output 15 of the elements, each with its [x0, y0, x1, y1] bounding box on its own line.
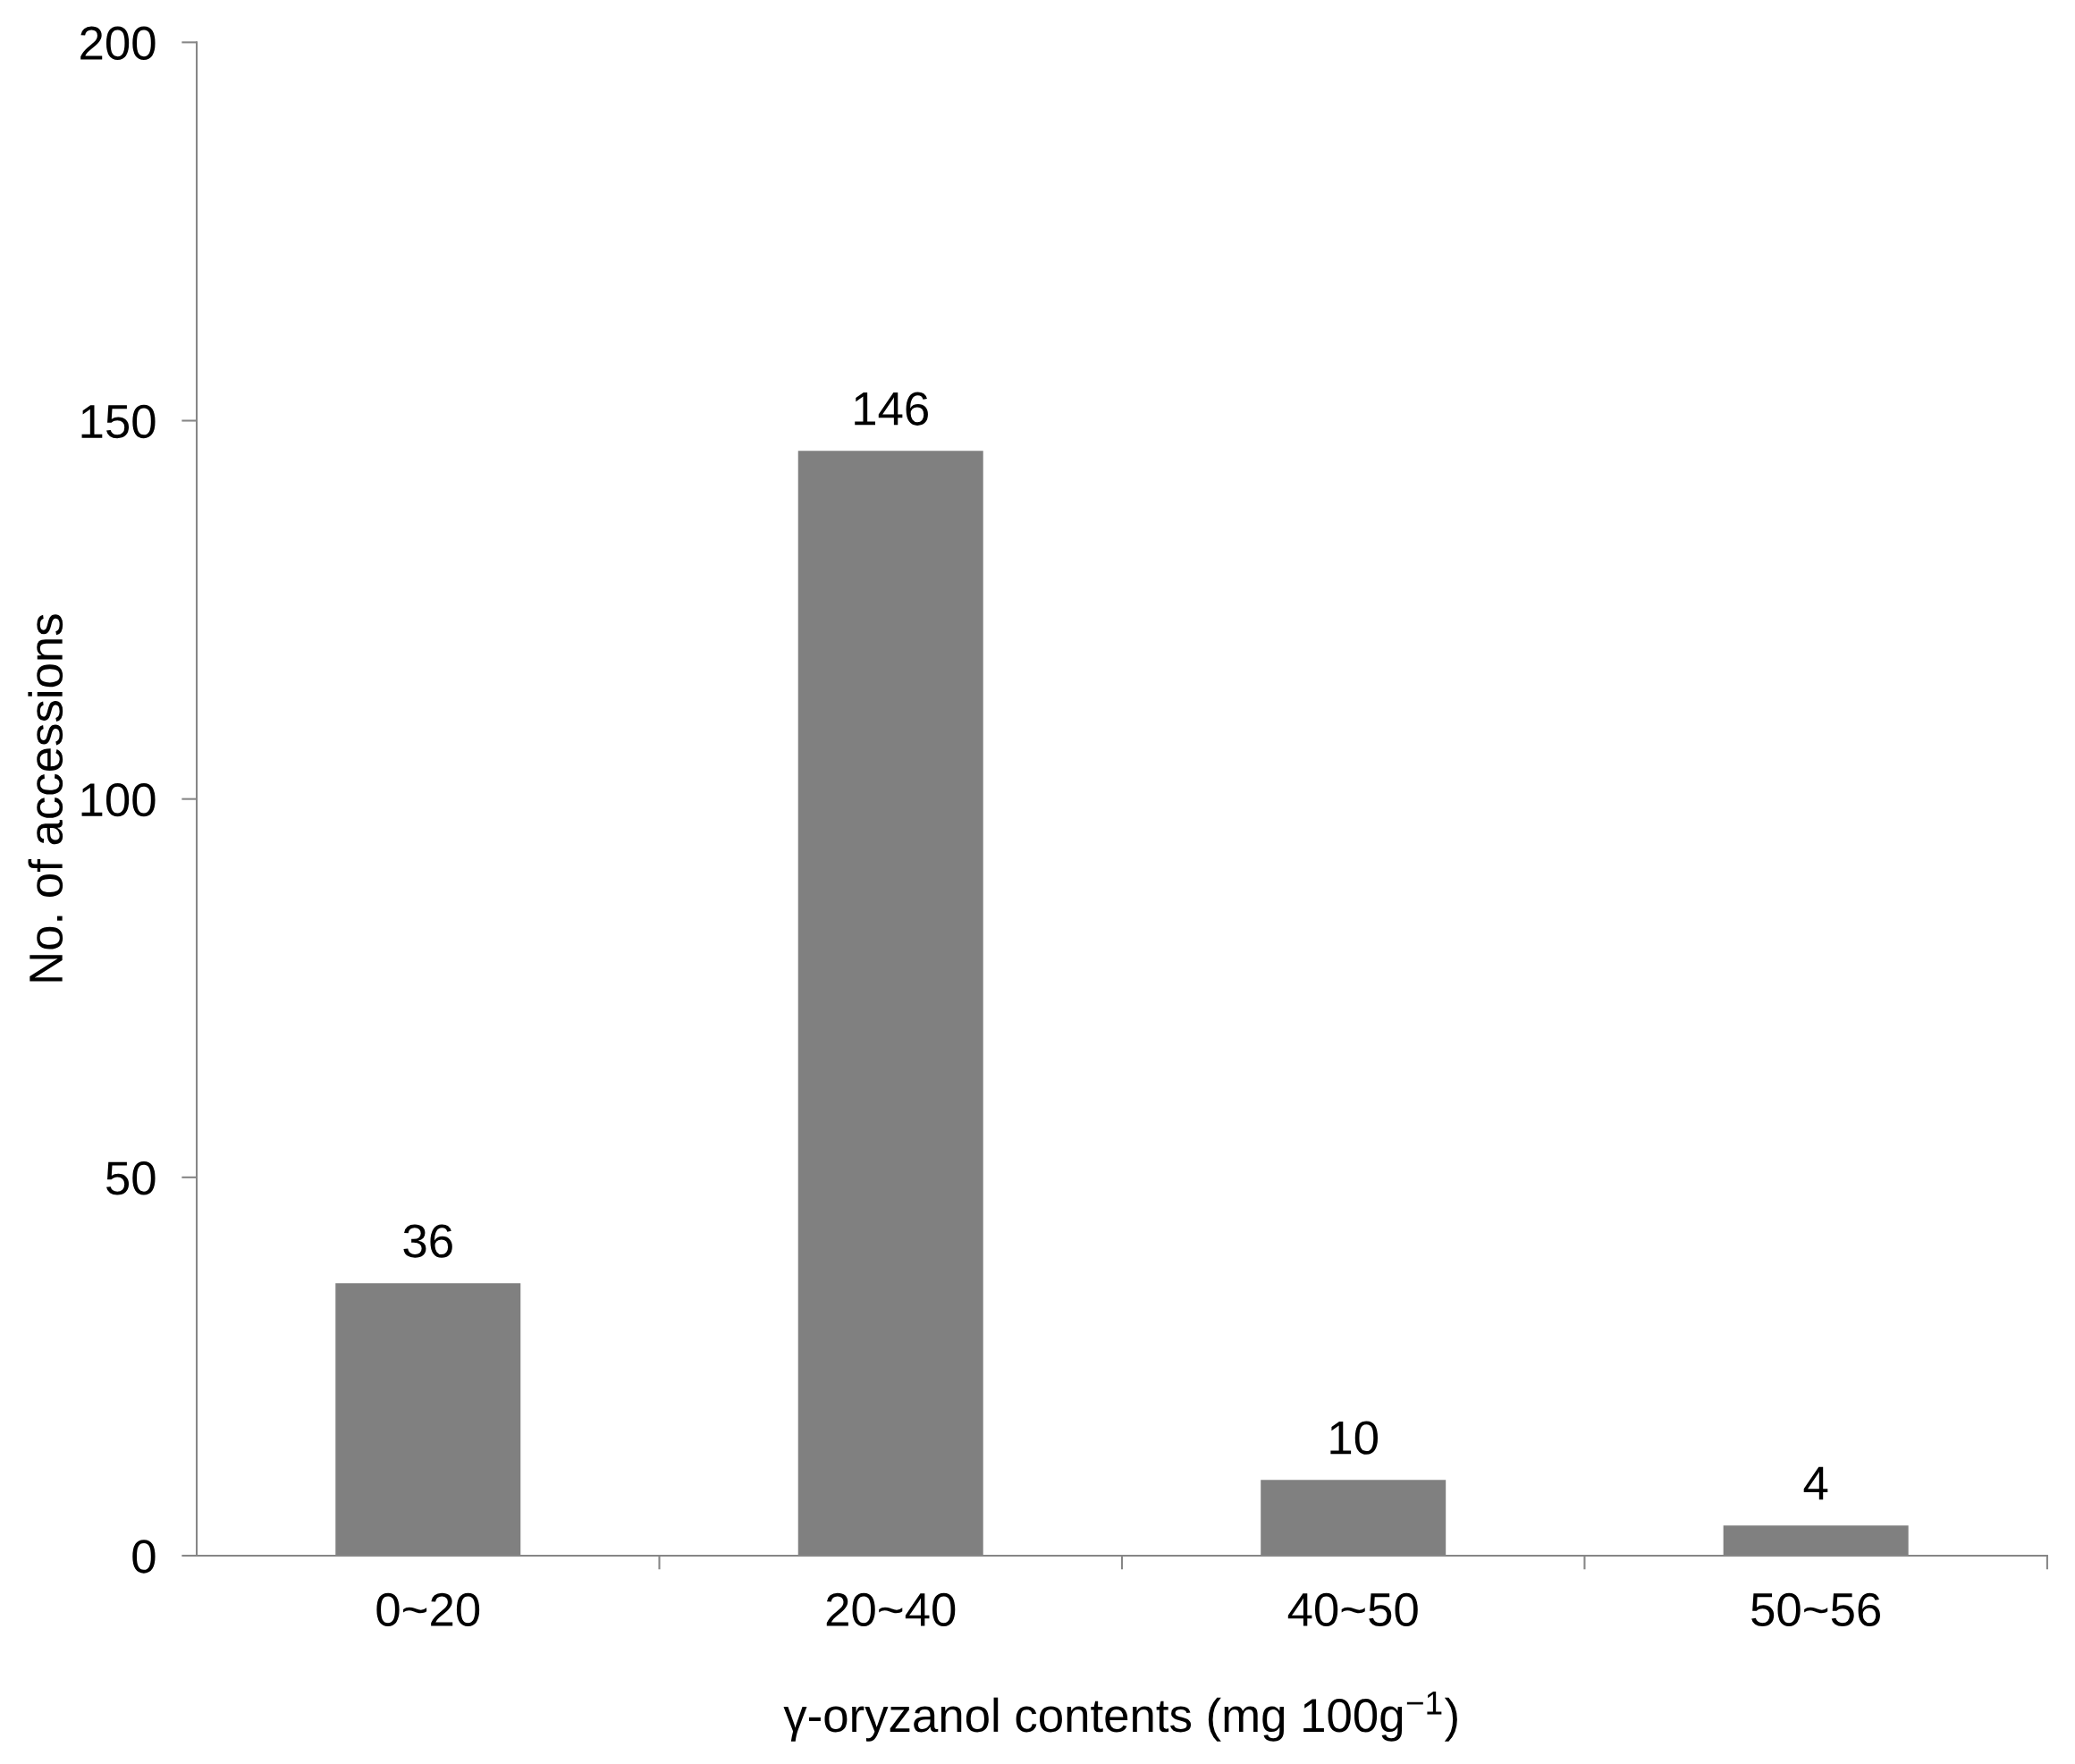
data-label: 146	[855, 392, 928, 426]
x-tick-label: 20~40	[826, 1592, 956, 1627]
y-tick-label: 100	[81, 782, 156, 817]
y-axis-title: No. of accessions	[28, 614, 63, 982]
y-tick-label: 0	[132, 1540, 156, 1574]
y-tick-label: 50	[106, 1161, 156, 1195]
data-label: 10	[1330, 1421, 1378, 1455]
data-label: 4	[1803, 1466, 1828, 1500]
x-tick-label: 50~56	[1751, 1592, 1880, 1627]
y-tick-label: 200	[80, 26, 156, 60]
x-tick-label: 40~50	[1287, 1592, 1418, 1627]
x-axis-title: γ-oryzanol contents (mg 100g$^{−1}$)	[783, 1691, 1457, 1742]
data-label: 36	[403, 1224, 452, 1258]
y-tick-label: 150	[81, 404, 156, 439]
x-tick-label: 0~20	[376, 1592, 480, 1627]
